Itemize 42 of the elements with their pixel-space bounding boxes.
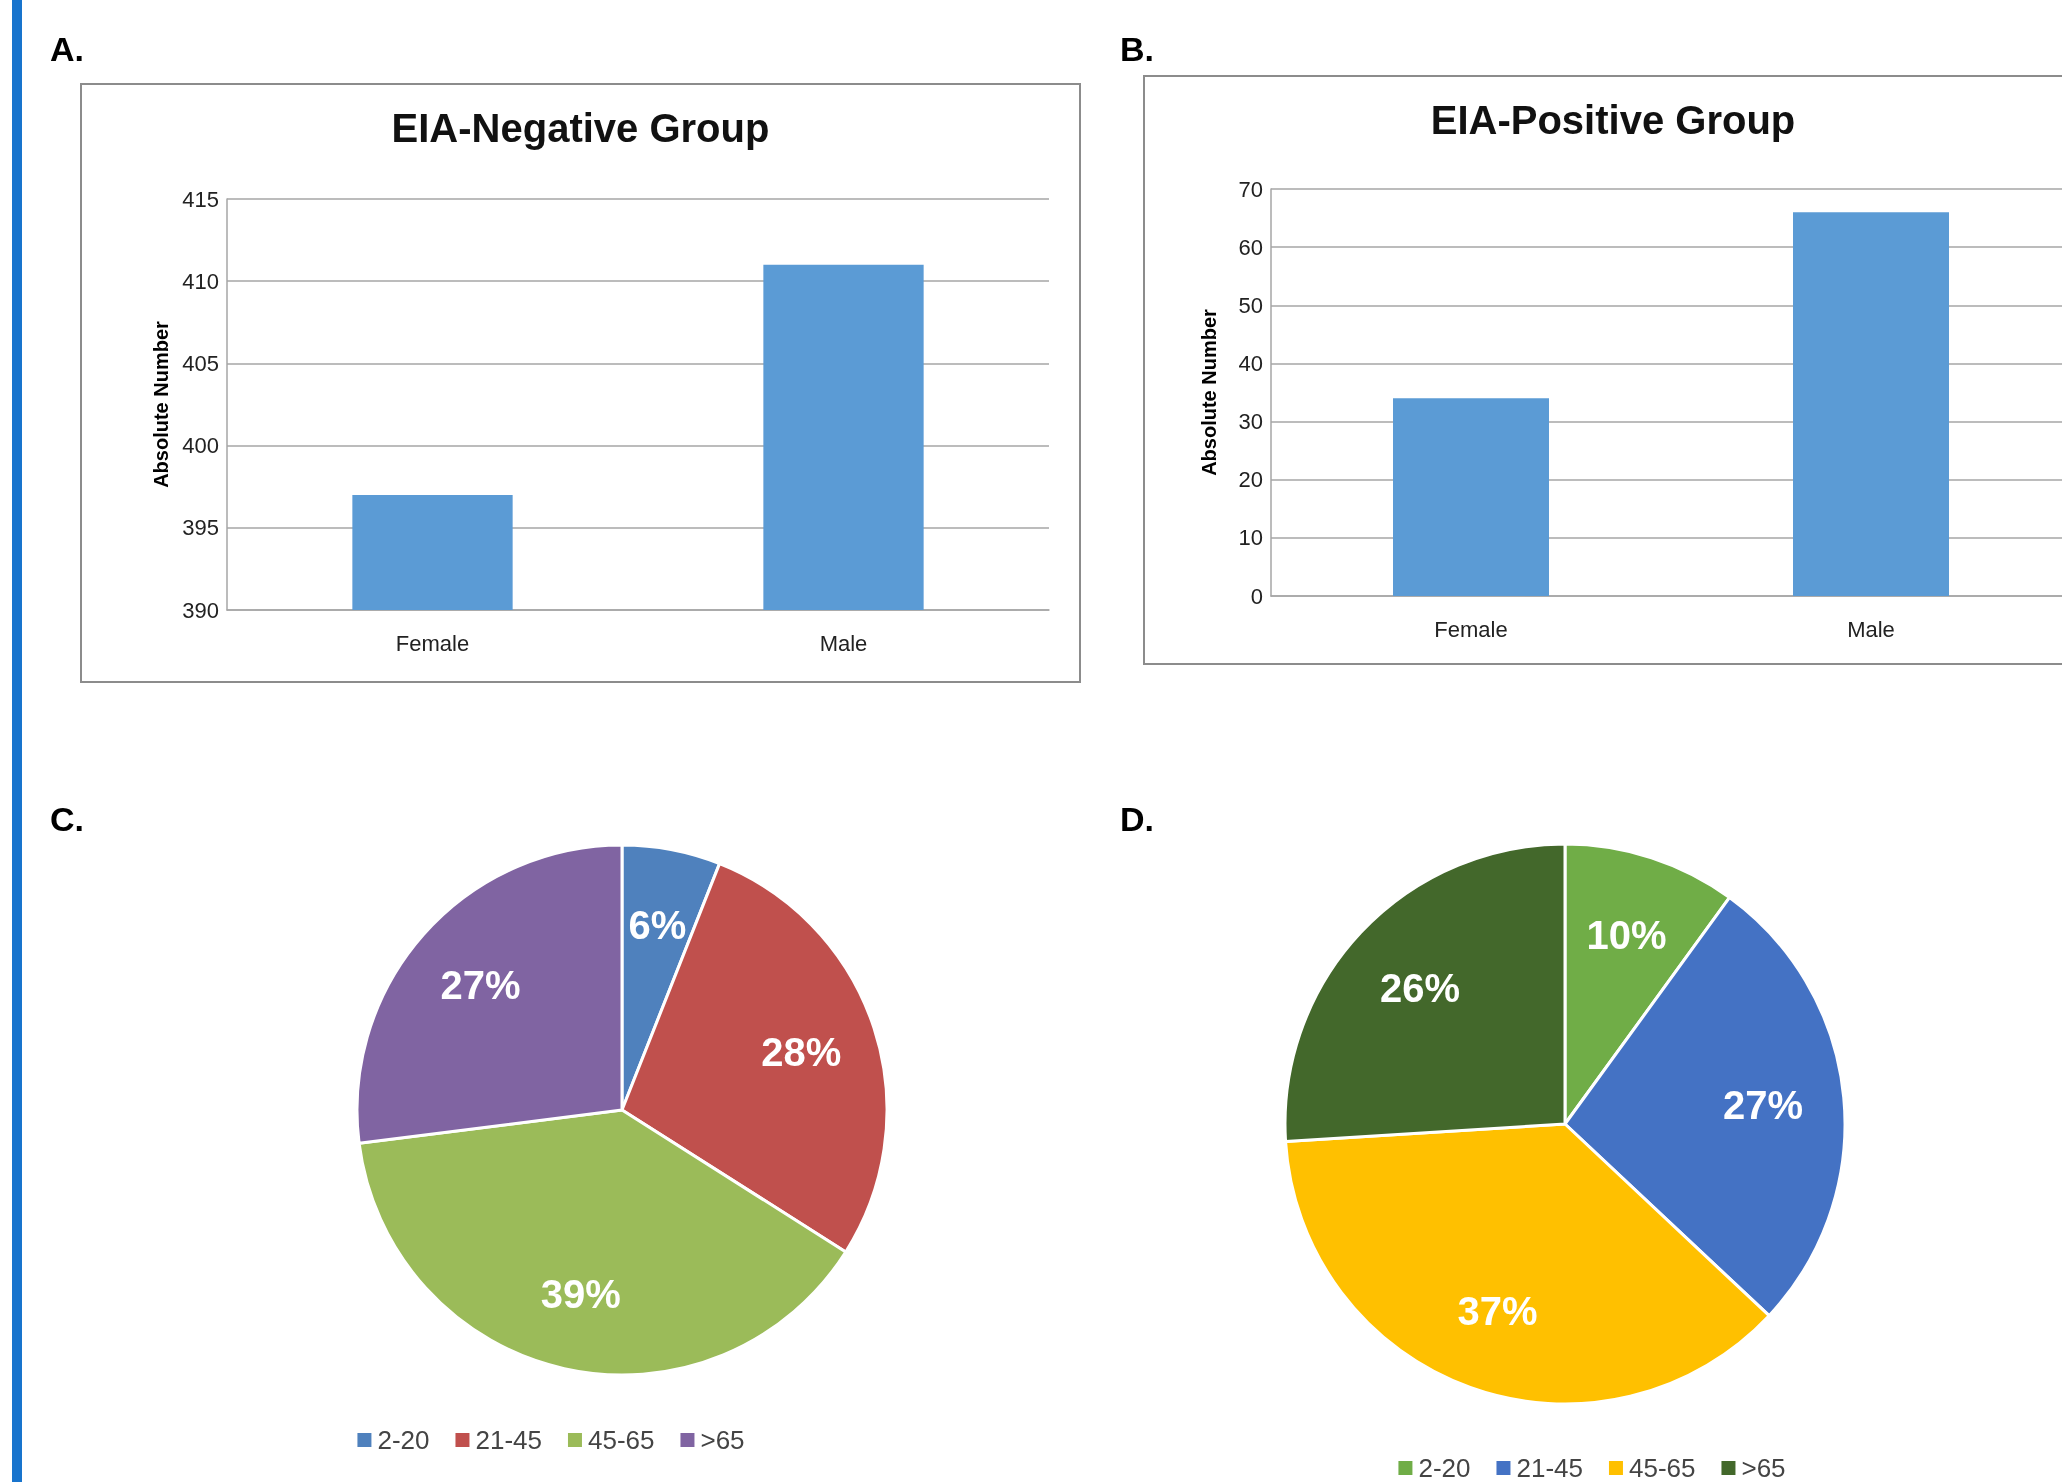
legend-label: 21-45	[1516, 1453, 1583, 1482]
data-label: 37%	[1457, 1289, 1538, 1334]
y-tick-label: 0	[1250, 583, 1263, 609]
x-tick-label: Female	[1434, 616, 1508, 642]
legend-label: 45-65	[587, 1425, 655, 1455]
legend-label: >65	[700, 1425, 745, 1455]
y-tick-label: 400	[182, 433, 219, 459]
y-tick-label: 405	[182, 350, 219, 376]
y-tick-label: 40	[1238, 350, 1263, 376]
y-axis-title: Absolute Number	[150, 320, 173, 488]
chart-title: EIA-Negative Group	[391, 106, 770, 150]
legend-label: 2-20	[1418, 1453, 1471, 1482]
text: A.	[50, 30, 84, 69]
x-tick-label: Male	[1847, 616, 1895, 642]
data-label: 28%	[761, 1029, 842, 1074]
legend-label: >65	[1741, 1453, 1786, 1482]
y-tick-label: 50	[1238, 292, 1263, 318]
data-label: 27%	[440, 963, 521, 1008]
y-tick-label: 390	[182, 597, 219, 623]
y-axis-title: Absolute Number	[1198, 308, 1220, 476]
text: C.	[50, 800, 84, 839]
y-tick-label: 395	[182, 515, 219, 541]
data-label: 27%	[1723, 1083, 1804, 1128]
legend-label: 21-45	[475, 1425, 542, 1455]
y-tick-label: 30	[1238, 409, 1263, 435]
y-tick-label: 410	[182, 268, 219, 294]
chart-title: EIA-Positive Group	[1430, 98, 1796, 142]
y-tick-label: 10	[1238, 525, 1263, 551]
x-tick-label: Female	[395, 630, 470, 656]
legend-label: 2-20	[377, 1425, 430, 1455]
y-tick-label: 415	[182, 186, 219, 212]
text: D.	[1120, 800, 1154, 839]
data-label: 26%	[1379, 965, 1460, 1010]
data-label: 39%	[540, 1271, 621, 1316]
data-label: 6%	[628, 902, 687, 947]
x-tick-label: Male	[819, 630, 868, 656]
legend-label: 45-65	[1628, 1453, 1696, 1482]
y-tick-label: 70	[1238, 176, 1263, 202]
y-tick-label: 60	[1238, 234, 1263, 260]
y-tick-label: 20	[1238, 467, 1263, 493]
data-label: 10%	[1586, 912, 1667, 957]
text: B.	[1120, 30, 1154, 69]
